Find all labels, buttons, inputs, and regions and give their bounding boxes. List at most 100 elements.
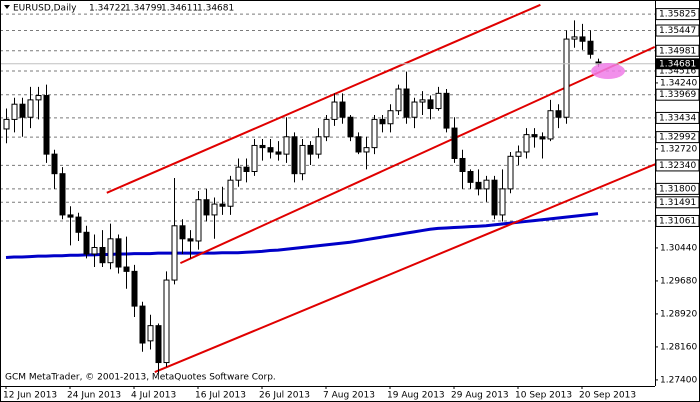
candle-body [91,246,98,255]
candle-body [259,144,266,149]
x-tick-label: 10 Sep 2013 [515,391,572,401]
candle-body [59,173,66,216]
candle-body [131,270,138,307]
candle-body [435,92,442,110]
candle-body [83,231,90,255]
candle-body [291,136,298,175]
x-tick-label: 4 Jul 2013 [131,391,176,401]
candle-body [107,238,114,264]
y-tick-label: 1.32720 [660,144,697,154]
x-tick-label: 26 Jul 2013 [259,391,310,401]
candle-body [427,99,434,110]
candle-body [579,36,586,42]
candle-body [563,38,570,118]
candle-body [147,325,154,342]
x-tick-label: 12 Jun 2013 [3,391,57,401]
y-tick-label: 1.28920 [660,309,697,319]
candle-body [547,110,554,140]
candle-body [3,118,10,130]
level-label: 1.31061 [659,216,696,226]
candle-body [371,118,378,149]
candle-body [251,144,258,173]
footer: GCM MetaTrader, © 2001-2013, MetaQuotes … [5,373,276,383]
level-label: 1.34516 [659,66,696,76]
level-label: 1.31800 [659,184,696,194]
level-label: 1.34981 [659,46,696,56]
current-price-box [656,58,699,70]
candle-body [299,144,306,175]
candle-body [539,136,546,140]
candle-body [395,88,402,112]
header-high: 1.34799 [125,4,162,14]
x-tick-label: 24 Jun 2013 [67,391,121,401]
candle-body [323,118,330,138]
header-low: 1.34611 [161,4,198,14]
candle-body [155,325,162,364]
candle-body [163,279,170,364]
candle-body [483,179,490,190]
candle-body [179,225,186,240]
candle-body [211,203,218,216]
x-tick-label: 7 Aug 2013 [323,391,375,401]
header-close: 1.34681 [197,4,234,14]
level-label: 1.33434 [659,113,696,123]
candle-body [235,166,242,181]
candle-body [219,203,226,207]
plot-area [0,3,655,374]
header-open: 1.34722 [89,4,126,14]
candle-body [515,151,522,157]
candle-body [187,238,194,242]
y-tick-label: 1.27400 [660,375,697,385]
candle-body [363,147,370,153]
candle-body [387,110,394,125]
candle-body [587,40,594,55]
candle-body [51,153,58,175]
candle-body [315,136,322,155]
candle-body [531,134,538,138]
level-label: 1.35825 [659,10,696,20]
candle-body [123,266,130,272]
x-tick-label: 19 Aug 2013 [387,391,445,401]
menu-icon [4,5,10,9]
level-label: 1.33969 [659,90,696,100]
candle-body [331,101,338,120]
candle-body [339,101,346,118]
candle-body [475,181,482,190]
candle-body [379,118,386,125]
candle-body [403,88,410,118]
candle-body [523,134,530,153]
candle-body [283,136,290,155]
candle-body [555,110,562,118]
candle-body [75,216,82,233]
current-price-label: 1.34681 [659,59,696,69]
candle-body [507,155,514,190]
y-tick-label: 1.34240 [660,78,697,88]
candle-body [243,166,250,173]
candle-body [35,95,42,101]
y-tick-label: 1.29680 [660,276,697,286]
candle-body [307,144,314,155]
x-tick-label: 20 Sep 2013 [579,391,636,401]
trend-line [106,3,541,194]
candle-body [11,103,18,120]
candle-body [459,157,466,173]
candle-body [139,305,146,344]
candle-body [443,92,450,129]
candle-body [275,151,282,155]
candle-body [267,147,274,153]
level-label: 1.32992 [659,133,696,143]
chart-title: EURUSD,Daily [13,4,77,14]
candle-body [571,36,578,40]
candle-body [171,225,178,281]
trend-line [179,45,655,265]
candle-body [115,238,122,268]
candle-body [499,188,506,216]
candle-body [19,103,26,118]
candle-body [411,101,418,118]
candle-body [99,246,106,264]
candle-body [419,99,426,103]
level-label: 1.32340 [659,161,696,171]
highlight-ellipse [591,63,625,79]
candle-body [467,171,474,183]
